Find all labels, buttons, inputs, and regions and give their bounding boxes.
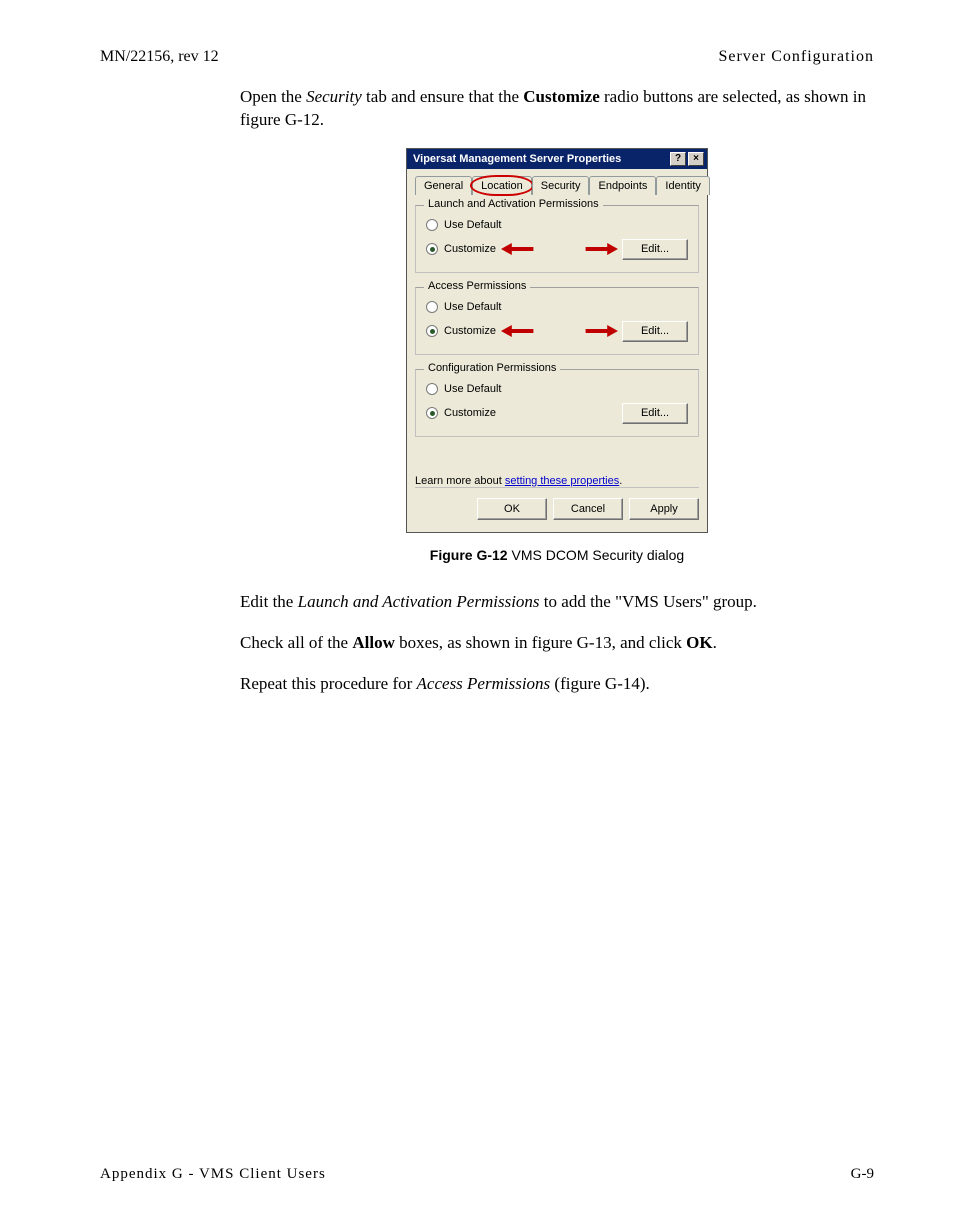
text: tab and ensure that the <box>362 87 523 106</box>
learn-more: Learn more about setting these propertie… <box>415 475 699 487</box>
radio-icon <box>426 325 438 337</box>
header-section: Server Configuration <box>718 48 874 66</box>
group-configuration: Configuration Permissions Use Default Cu… <box>415 369 699 437</box>
header-doc-id: MN/22156, rev 12 <box>100 48 219 66</box>
text: Repeat this procedure for <box>240 674 417 693</box>
annotation-arrows <box>501 241 618 257</box>
check-para: Check all of the Allow boxes, as shown i… <box>240 632 874 655</box>
text-italic: Access Permissions <box>417 674 551 693</box>
text: to add the "VMS Users" group. <box>540 592 757 611</box>
radio-customize-row: Customize Edit... <box>426 321 688 342</box>
figure-label: Figure G-12 <box>430 547 508 563</box>
radio-icon <box>426 383 438 395</box>
text: Check all of the <box>240 633 352 652</box>
edit-button[interactable]: Edit... <box>622 239 688 260</box>
ok-button[interactable]: OK <box>477 498 547 520</box>
repeat-para: Repeat this procedure for Access Permiss… <box>240 673 874 696</box>
radio-label: Customize <box>444 407 496 419</box>
text-bold: Allow <box>352 633 395 652</box>
dialog-figure: Vipersat Management Server Properties ? … <box>240 148 874 533</box>
footer-appendix: Appendix G - VMS Client Users <box>100 1166 326 1183</box>
dialog-body: General Location Security Endpoints Iden… <box>407 169 707 532</box>
tab-security[interactable]: Security <box>532 176 590 195</box>
edit-button[interactable]: Edit... <box>622 321 688 342</box>
close-button[interactable]: × <box>688 152 704 166</box>
text: (figure G-14). <box>550 674 650 693</box>
text-italic: Launch and Activation Permissions <box>298 592 540 611</box>
group-access: Access Permissions Use Default Customize <box>415 287 699 355</box>
apply-button[interactable]: Apply <box>629 498 699 520</box>
text: Open the <box>240 87 306 106</box>
radio-use-default-row[interactable]: Use Default <box>426 383 688 395</box>
annotation-arrows <box>501 323 618 339</box>
radio-icon <box>426 219 438 231</box>
footer-page-number: G-9 <box>851 1166 874 1183</box>
dialog-footer: OK Cancel Apply <box>415 487 699 524</box>
text: Learn more about <box>415 475 505 487</box>
radio-label: Use Default <box>444 219 501 231</box>
page-header: MN/22156, rev 12 Server Configuration <box>0 0 954 66</box>
text: . <box>713 633 717 652</box>
radio-use-default-row[interactable]: Use Default <box>426 219 688 231</box>
tab-general[interactable]: General <box>415 176 472 195</box>
titlebar: Vipersat Management Server Properties ? … <box>407 149 707 169</box>
tab-strip: General Location Security Endpoints Iden… <box>415 175 699 195</box>
properties-dialog: Vipersat Management Server Properties ? … <box>406 148 708 533</box>
radio-customize-row: Customize Edit... <box>426 239 688 260</box>
radio-label: Use Default <box>444 383 501 395</box>
radio-label: Use Default <box>444 301 501 313</box>
page-footer: Appendix G - VMS Client Users G-9 <box>100 1166 874 1183</box>
learn-more-link[interactable]: setting these properties <box>505 475 619 487</box>
radio-icon <box>426 407 438 419</box>
edit-para: Edit the Launch and Activation Permissio… <box>240 591 874 614</box>
group-launch-activation: Launch and Activation Permissions Use De… <box>415 205 699 273</box>
titlebar-buttons: ? × <box>670 152 704 166</box>
tab-endpoints[interactable]: Endpoints <box>589 176 656 195</box>
figure-caption: Figure G-12 VMS DCOM Security dialog <box>240 547 874 563</box>
radio-customize-target[interactable]: Customize <box>426 243 496 255</box>
figure-text: VMS DCOM Security dialog <box>508 547 685 563</box>
radio-label: Customize <box>444 325 496 337</box>
text: Edit the <box>240 592 298 611</box>
radio-icon <box>426 243 438 255</box>
text-bold: Customize <box>523 87 599 106</box>
text: boxes, as shown in figure G-13, and clic… <box>395 633 686 652</box>
radio-customize-row: Customize Edit... <box>426 403 688 424</box>
group-legend: Configuration Permissions <box>424 362 560 374</box>
radio-customize-target[interactable]: Customize <box>426 407 496 419</box>
text-bold: OK <box>686 633 712 652</box>
intro-para: Open the Security tab and ensure that th… <box>240 86 874 132</box>
window-title: Vipersat Management Server Properties <box>413 153 621 165</box>
tab-label: Location <box>481 180 523 192</box>
text-italic: Security <box>306 87 362 106</box>
tab-identity[interactable]: Identity <box>656 176 709 195</box>
tab-location[interactable]: Location <box>472 176 532 195</box>
text: . <box>619 475 622 487</box>
radio-customize-target[interactable]: Customize <box>426 325 496 337</box>
radio-use-default-row[interactable]: Use Default <box>426 301 688 313</box>
radio-label: Customize <box>444 243 496 255</box>
main-content: Open the Security tab and ensure that th… <box>0 66 954 696</box>
edit-button[interactable]: Edit... <box>622 403 688 424</box>
radio-icon <box>426 301 438 313</box>
group-legend: Access Permissions <box>424 280 530 292</box>
help-button[interactable]: ? <box>670 152 686 166</box>
group-legend: Launch and Activation Permissions <box>424 198 603 210</box>
cancel-button[interactable]: Cancel <box>553 498 623 520</box>
